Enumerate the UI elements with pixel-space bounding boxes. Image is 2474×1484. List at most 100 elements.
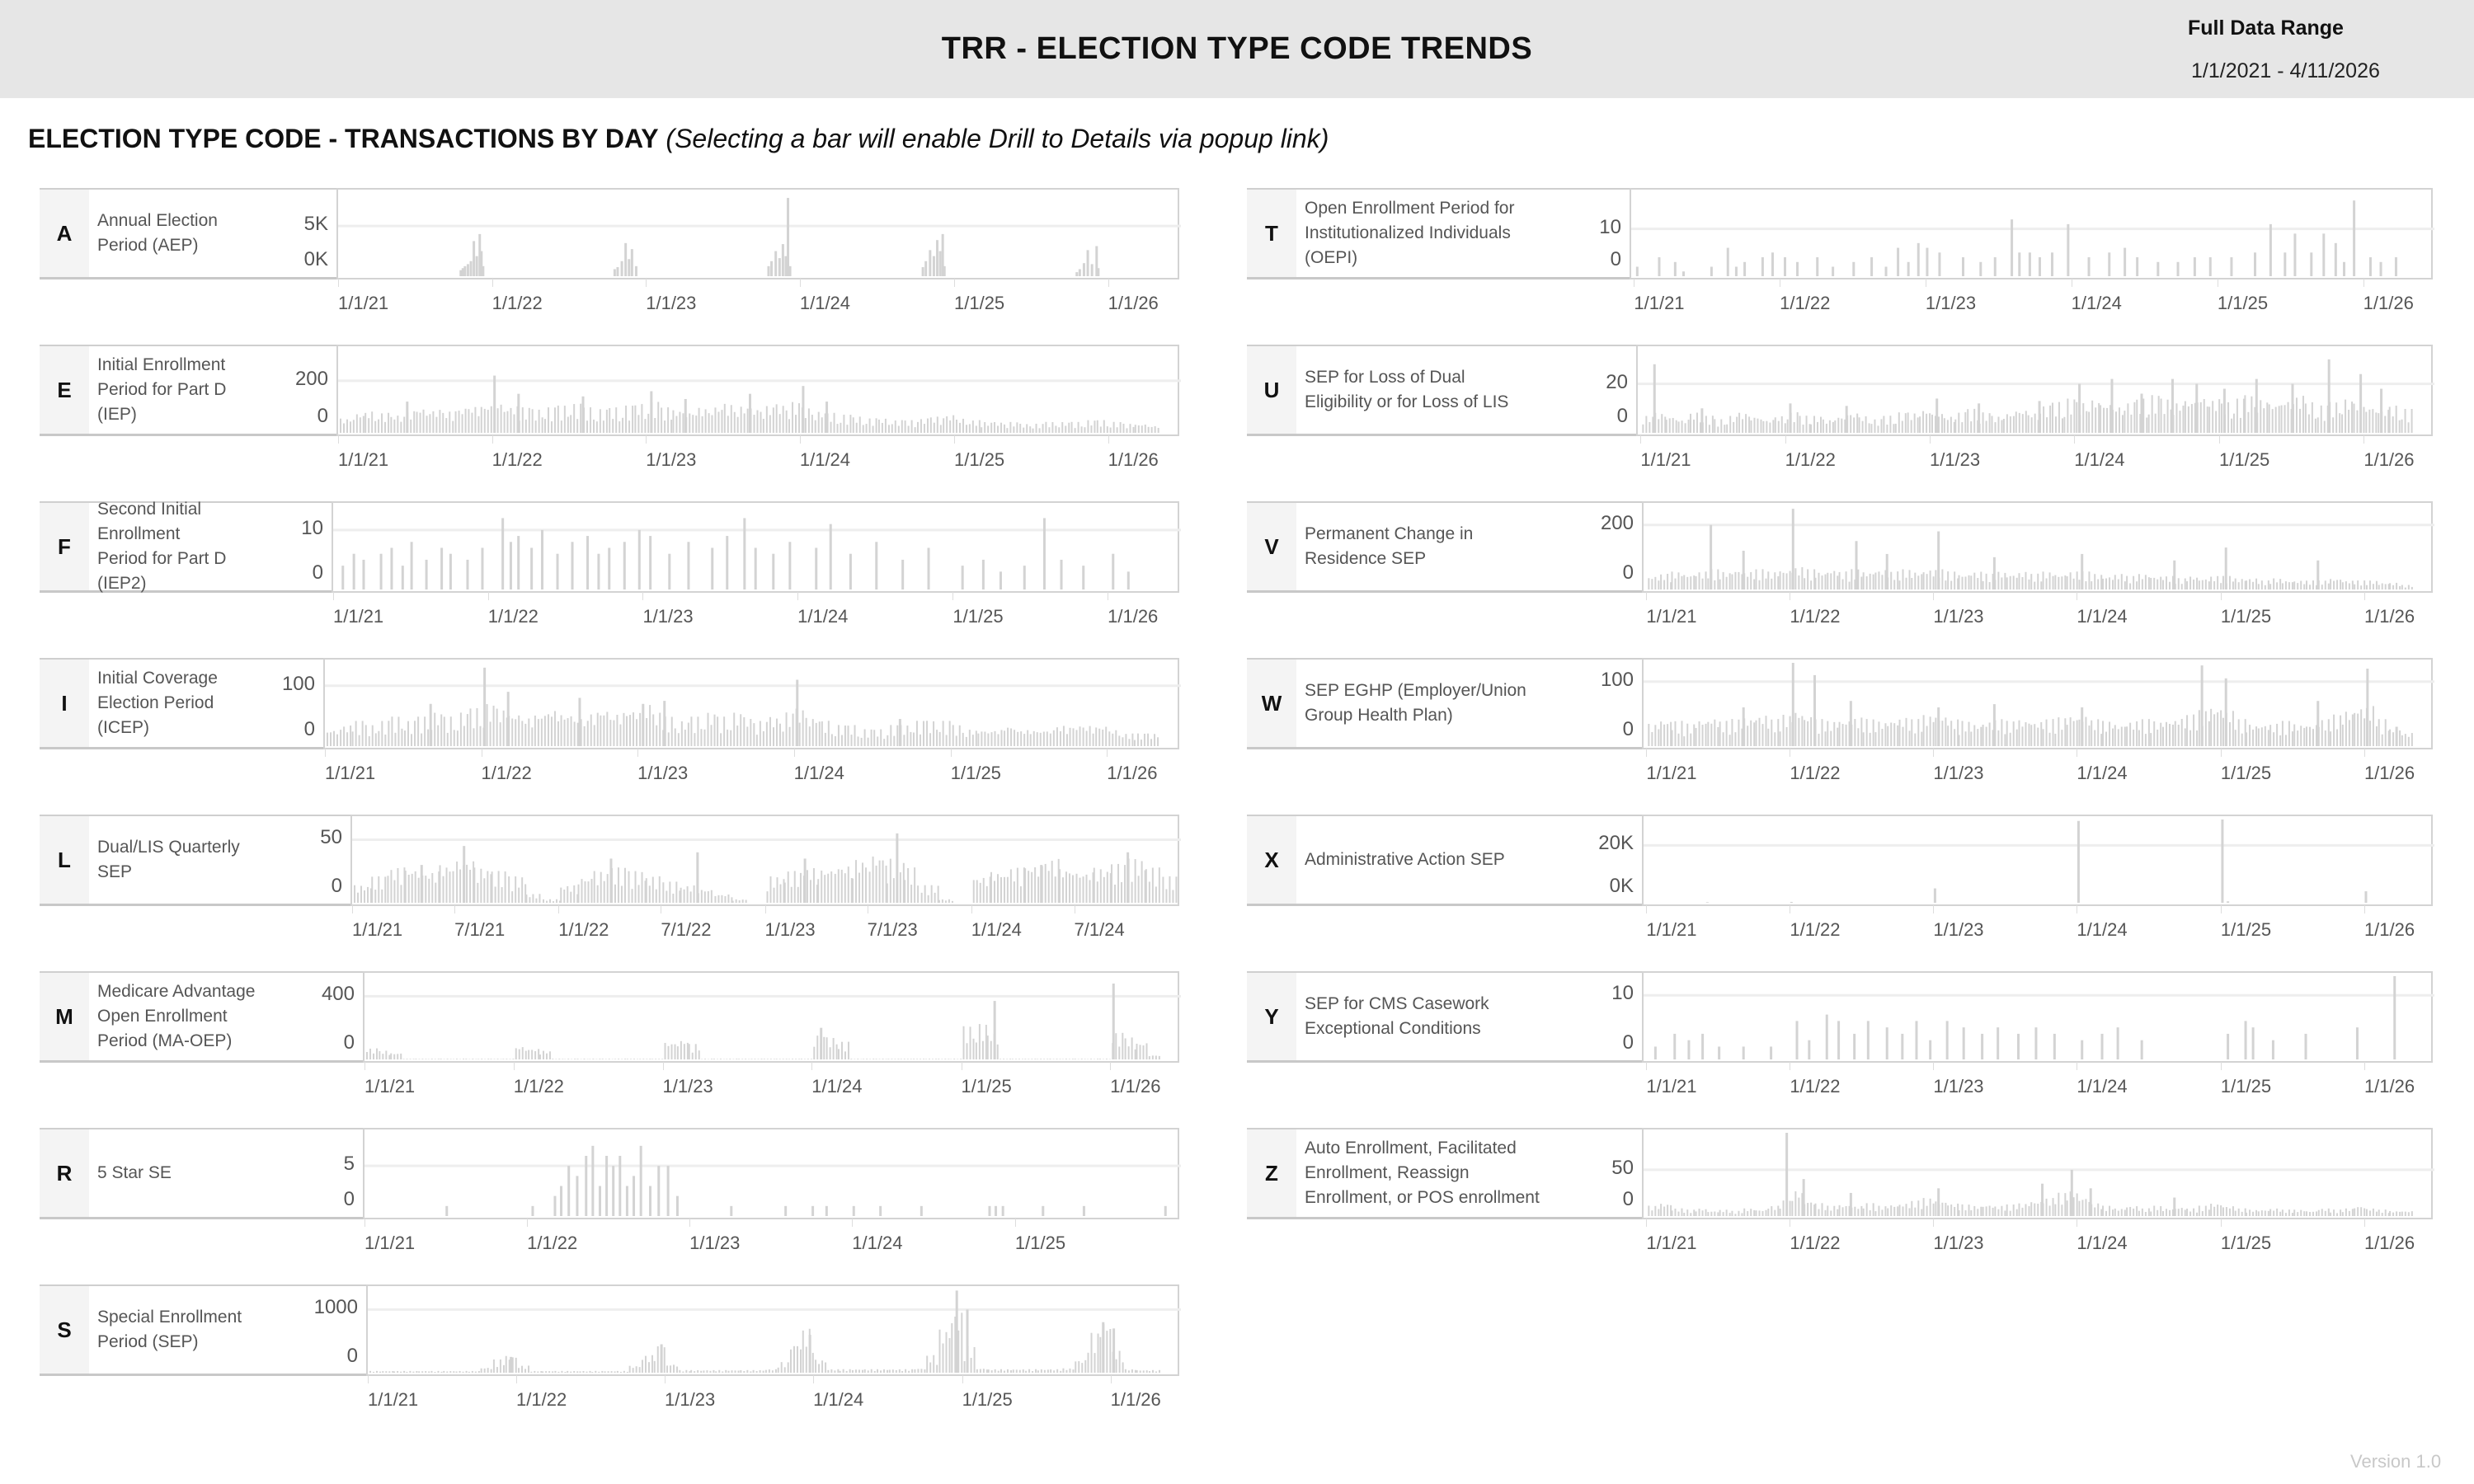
day-bar[interactable]: [666, 890, 668, 903]
day-bar[interactable]: [1018, 1369, 1021, 1373]
day-bar[interactable]: [1838, 721, 1841, 746]
day-bar[interactable]: [1833, 721, 1836, 746]
day-bar[interactable]: [2001, 1205, 2003, 1216]
day-bar[interactable]: [1731, 574, 1733, 589]
day-bar[interactable]: [424, 716, 426, 746]
day-bar[interactable]: [1858, 417, 1860, 433]
day-bar[interactable]: [1136, 1370, 1138, 1373]
day-bar[interactable]: [1055, 425, 1057, 433]
day-bar[interactable]: [703, 891, 706, 903]
day-bar[interactable]: [1850, 415, 1852, 433]
bar[interactable]: [466, 264, 469, 276]
day-bar[interactable]: [2378, 585, 2380, 589]
bar[interactable]: [1897, 247, 1900, 276]
day-bar[interactable]: [635, 1366, 637, 1373]
day-bar[interactable]: [1056, 727, 1058, 746]
day-bar[interactable]: [412, 1371, 415, 1373]
day-bar[interactable]: [2097, 1203, 2100, 1216]
day-bar[interactable]: [1023, 427, 1025, 433]
day-bar[interactable]: [888, 1369, 891, 1373]
bar[interactable]: [1853, 1033, 1856, 1059]
bar[interactable]: [1937, 1188, 1940, 1216]
bar[interactable]: [778, 258, 781, 276]
day-bar[interactable]: [1865, 719, 1868, 746]
day-bar[interactable]: [2264, 1210, 2266, 1216]
day-bar[interactable]: [327, 732, 328, 746]
bar[interactable]: [770, 261, 774, 276]
day-bar[interactable]: [776, 877, 778, 903]
day-bar[interactable]: [1757, 418, 1759, 433]
day-bar[interactable]: [2354, 712, 2356, 746]
day-bar[interactable]: [1901, 420, 1903, 433]
day-bar[interactable]: [1162, 876, 1164, 903]
bar[interactable]: [1701, 1033, 1705, 1059]
day-bar[interactable]: [2348, 1210, 2350, 1216]
day-bar[interactable]: [1804, 578, 1806, 589]
day-bar[interactable]: [2136, 581, 2138, 589]
bar[interactable]: [772, 553, 775, 589]
day-bar[interactable]: [2213, 1206, 2216, 1216]
day-bar[interactable]: [703, 1370, 705, 1373]
day-bar[interactable]: [1693, 1209, 1696, 1216]
day-bar[interactable]: [811, 1352, 814, 1373]
day-bar[interactable]: [684, 730, 686, 746]
day-bar[interactable]: [553, 407, 556, 433]
day-bar[interactable]: [1731, 719, 1733, 746]
day-bar[interactable]: [2199, 402, 2202, 433]
day-bar[interactable]: [977, 733, 980, 746]
bar[interactable]: [1673, 1033, 1677, 1059]
day-bar[interactable]: [2193, 714, 2195, 746]
day-bar[interactable]: [2375, 1211, 2378, 1216]
day-bar[interactable]: [343, 726, 346, 746]
day-bar[interactable]: [1023, 734, 1026, 746]
day-bar[interactable]: [355, 721, 357, 746]
day-bar[interactable]: [1136, 1043, 1138, 1059]
day-bar[interactable]: [714, 895, 717, 903]
day-bar[interactable]: [576, 1371, 579, 1373]
day-bar[interactable]: [1868, 423, 1870, 433]
day-bar[interactable]: [896, 725, 899, 746]
day-bar[interactable]: [370, 888, 372, 903]
day-bar[interactable]: [2198, 710, 2200, 746]
day-bar[interactable]: [902, 862, 905, 903]
day-bar[interactable]: [766, 891, 769, 903]
day-bar[interactable]: [595, 421, 598, 433]
day-bar[interactable]: [1016, 422, 1018, 433]
day-bar[interactable]: [2300, 1209, 2302, 1216]
day-bar[interactable]: [1860, 576, 1863, 589]
day-bar[interactable]: [486, 704, 488, 746]
day-bar[interactable]: [2378, 719, 2380, 746]
bar[interactable]: [1042, 518, 1046, 589]
day-bar[interactable]: [2327, 719, 2330, 746]
day-bar[interactable]: [1037, 1370, 1039, 1373]
day-bar[interactable]: [1701, 1210, 1704, 1216]
day-bar[interactable]: [2012, 416, 2015, 433]
day-bar[interactable]: [1929, 1198, 1931, 1216]
day-bar[interactable]: [1921, 731, 1923, 746]
day-bar[interactable]: [2114, 725, 2116, 746]
bar-chart[interactable]: [1642, 815, 2434, 906]
day-bar[interactable]: [894, 420, 896, 433]
day-bar[interactable]: [604, 1371, 606, 1373]
day-bar[interactable]: [968, 730, 971, 746]
day-bar[interactable]: [2177, 578, 2180, 589]
day-bar[interactable]: [378, 876, 380, 903]
day-bar[interactable]: [2353, 403, 2355, 433]
day-bar[interactable]: [2356, 410, 2359, 433]
day-bar[interactable]: [1148, 1056, 1150, 1059]
day-bar[interactable]: [981, 731, 983, 746]
day-bar[interactable]: [2085, 1199, 2087, 1216]
day-bar[interactable]: [2129, 583, 2132, 589]
bar[interactable]: [1901, 1033, 1904, 1059]
day-bar[interactable]: [1825, 423, 1827, 433]
day-bar[interactable]: [1814, 1203, 1817, 1216]
bar[interactable]: [410, 542, 413, 589]
bar-chart[interactable]: [1630, 188, 2434, 279]
bar[interactable]: [1926, 247, 1929, 276]
day-bar[interactable]: [1794, 568, 1797, 589]
day-bar[interactable]: [907, 425, 910, 433]
day-bar[interactable]: [1950, 580, 1953, 589]
day-bar[interactable]: [1801, 1193, 1804, 1216]
bar[interactable]: [1796, 261, 1799, 276]
day-bar[interactable]: [1982, 580, 1984, 589]
